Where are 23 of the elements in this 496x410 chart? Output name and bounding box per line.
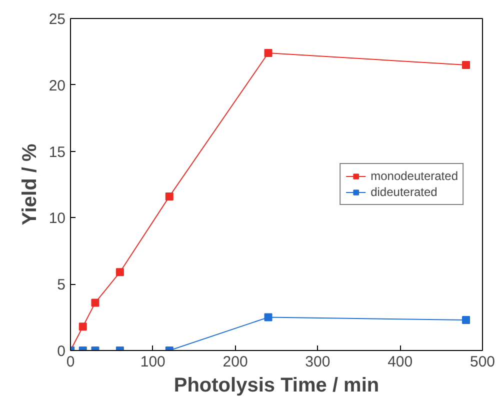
x-tick-label: 200 <box>222 354 248 370</box>
point <box>78 322 87 331</box>
y-tick-label: 10 <box>48 210 66 228</box>
y-tick-label: 5 <box>57 276 66 294</box>
point <box>264 313 272 322</box>
legend-label: dideuterated <box>370 185 438 199</box>
point <box>165 192 174 200</box>
x-tick-label: 400 <box>388 354 413 370</box>
y-tick-label: 15 <box>48 144 66 161</box>
x-tick-label: 300 <box>305 354 330 370</box>
point <box>264 49 272 58</box>
point <box>91 298 100 307</box>
x-tick-label: 100 <box>140 354 166 370</box>
point <box>116 268 124 276</box>
x-axis-title: Photolysis Time / min <box>174 374 380 396</box>
legend-label: monodeuterated <box>370 169 458 183</box>
point <box>462 316 470 324</box>
y-axis-title: Yield / % <box>18 144 41 226</box>
y-tick-label: 0 <box>57 343 66 360</box>
y-tick-label: 20 <box>48 77 66 94</box>
y-tick-label: 25 <box>48 11 66 28</box>
point <box>462 60 470 69</box>
x-tick-label: 500 <box>470 354 496 370</box>
